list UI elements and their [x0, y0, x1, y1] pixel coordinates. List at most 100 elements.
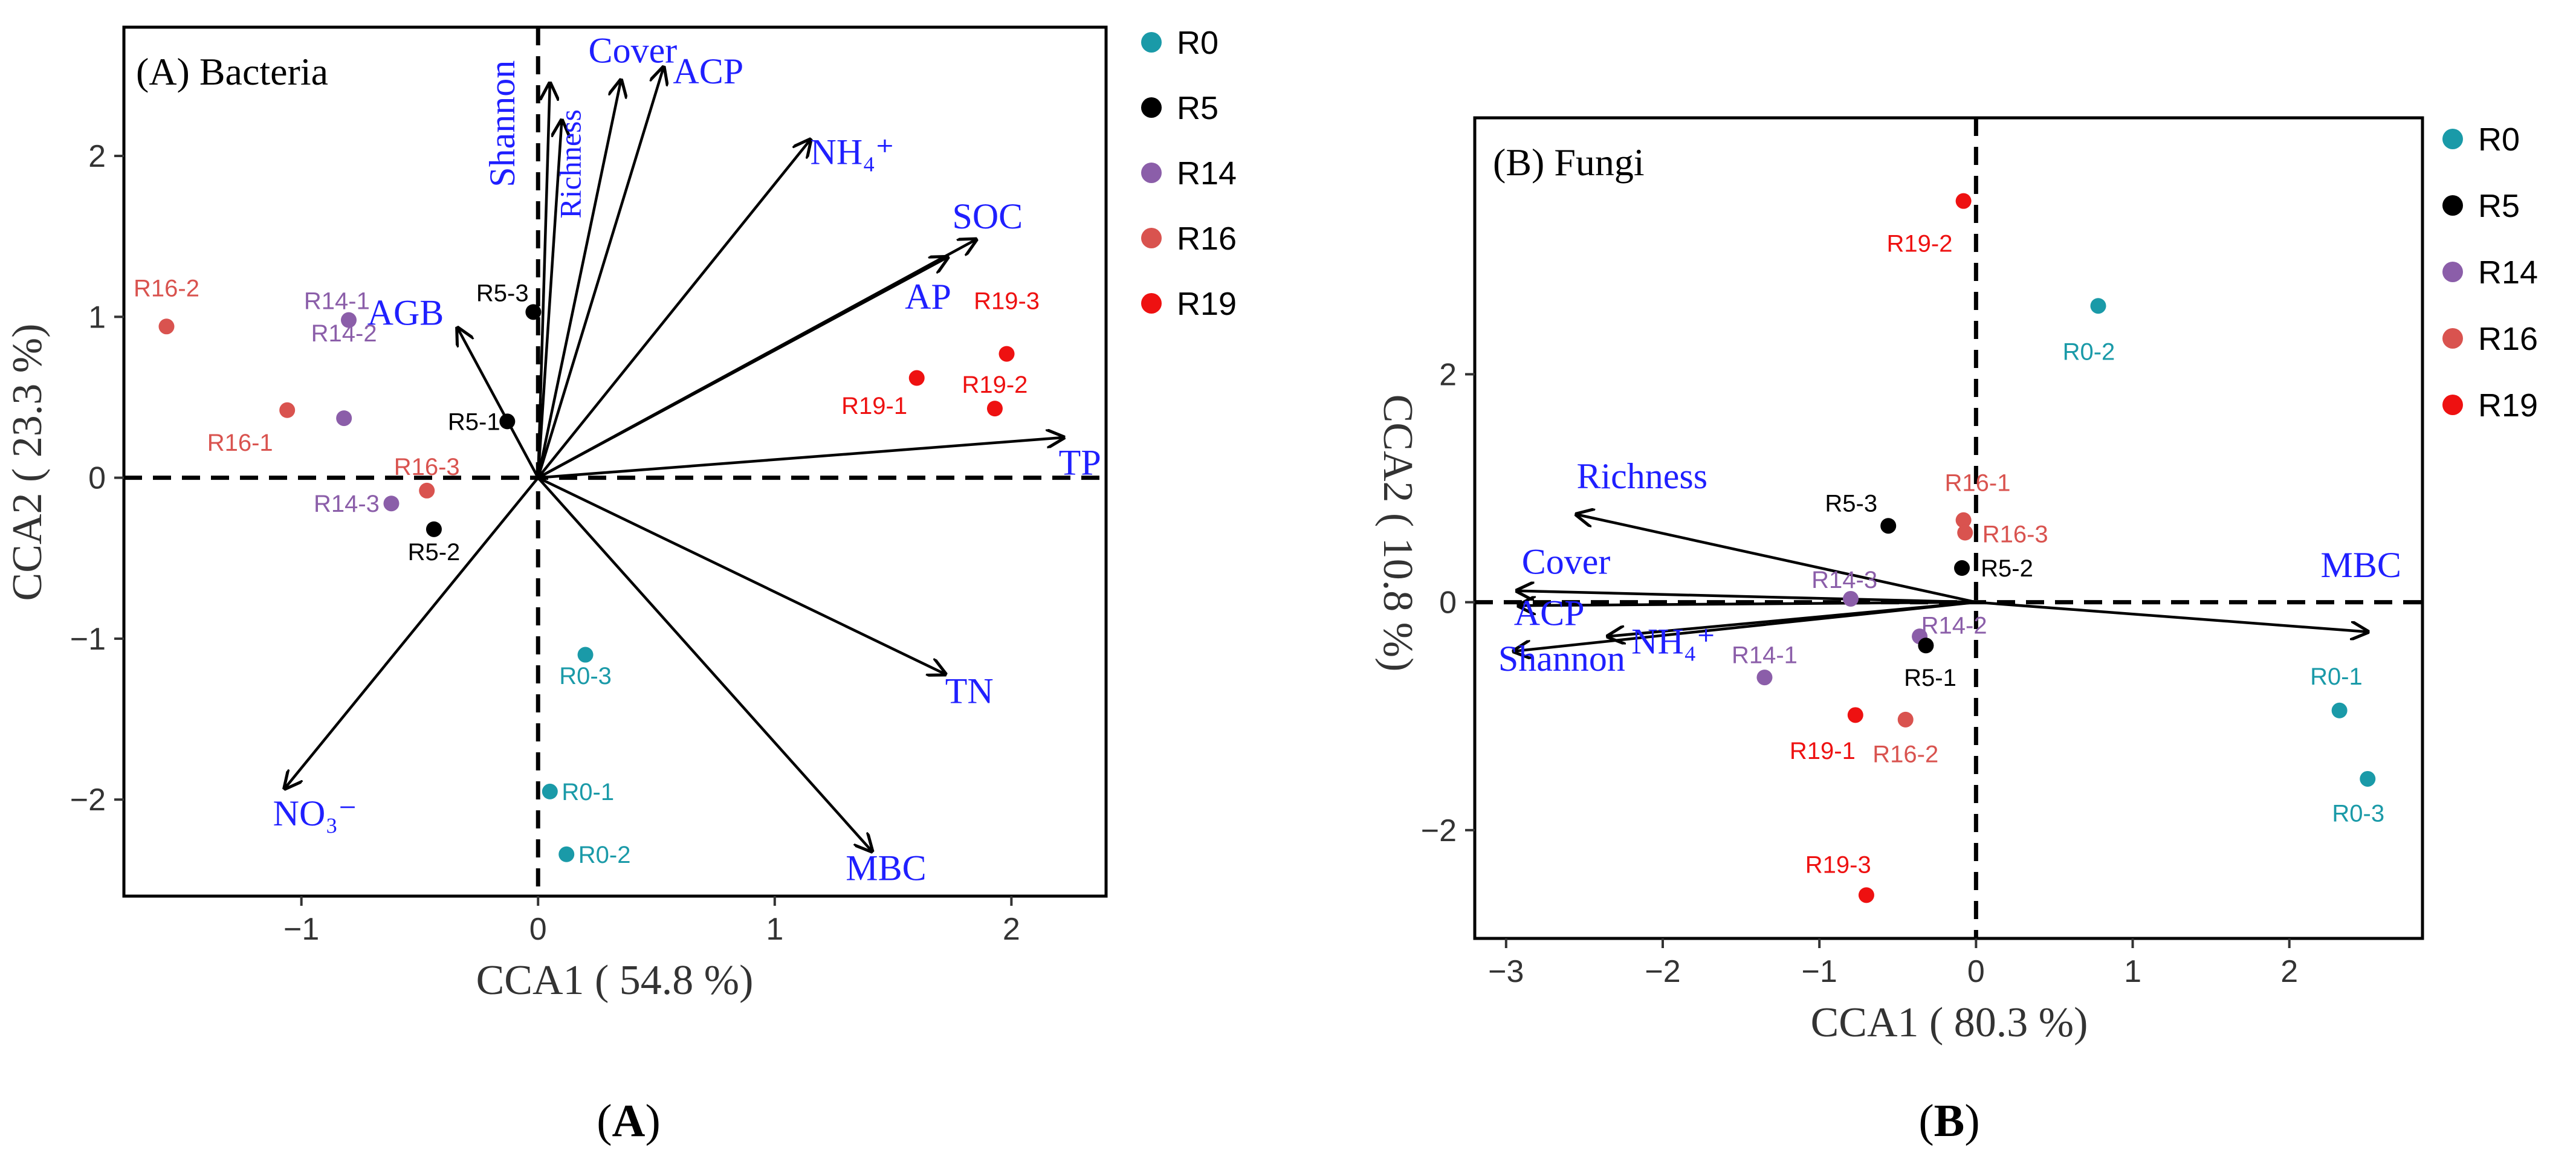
- sample-label: R16-1: [207, 430, 273, 456]
- env-vector-label: TP: [1059, 442, 1101, 482]
- x-tick-label: −2: [1645, 954, 1680, 989]
- legend-marker: [1141, 163, 1162, 183]
- env-vector-arrow: [285, 477, 539, 789]
- x-tick-label: 0: [529, 912, 547, 947]
- x-tick-label: 1: [2124, 954, 2141, 989]
- sample-marker: [1880, 518, 1897, 534]
- legend-item: R5: [2442, 188, 2520, 224]
- sample-marker: [336, 410, 352, 427]
- sample-label: R19-2: [962, 372, 1027, 398]
- sample-marker: [1843, 590, 1859, 607]
- env-vector-arrow: [1517, 591, 1976, 604]
- env-vector-arrow: [537, 68, 664, 479]
- sample-point: R14-1: [304, 288, 370, 328]
- sample-point: R16-1: [207, 402, 296, 456]
- panel-title: (B) Fungi: [1493, 141, 1645, 184]
- sample-marker: [525, 304, 542, 320]
- sample-point: R19-2: [962, 372, 1027, 417]
- sample-marker: [1897, 711, 1914, 728]
- env-vector: AGB: [367, 293, 540, 479]
- sample-point: R19-1: [841, 370, 925, 419]
- x-tick-label: 0: [1967, 954, 1985, 989]
- env-vector: MBC: [537, 477, 927, 888]
- sample-label: R14-1: [304, 288, 370, 315]
- env-vector-arrow: [537, 140, 810, 479]
- sample-label: R16-1: [1945, 470, 2011, 497]
- legend: R0 R5 R14 R16 R19: [1141, 25, 1237, 322]
- env-vector-arrow: [538, 437, 1063, 479]
- env-vector-arrow: [537, 257, 947, 479]
- sample-label: R5-2: [408, 539, 461, 566]
- sample-label: R0-1: [561, 779, 614, 805]
- x-tick-label: −1: [1802, 954, 1837, 989]
- legend-item: R16: [1141, 221, 1237, 257]
- sample-point: R19-3: [974, 288, 1040, 362]
- sample-marker: [1954, 560, 1970, 576]
- sample-point: R14-3: [314, 491, 400, 517]
- env-vector-label: NO₃⁻: [273, 793, 357, 833]
- sample-label: R5-2: [1981, 555, 2033, 582]
- env-vector-label: Cover: [589, 31, 678, 71]
- panel-caption: (B): [1918, 1096, 1979, 1146]
- sample-marker: [908, 370, 925, 386]
- sample-label: R19-1: [1790, 738, 1856, 764]
- env-vector: MBC: [1976, 545, 2401, 632]
- legend-marker: [1141, 97, 1162, 118]
- env-vector-arrow: [537, 477, 872, 851]
- sample-label: R5-3: [1825, 491, 1877, 517]
- sample-marker: [2360, 770, 2376, 787]
- sample-marker: [1955, 193, 1972, 209]
- env-vector-label: MBC: [2321, 545, 2401, 585]
- legend-marker: [1141, 293, 1162, 314]
- sample-point: R0-3: [559, 647, 612, 689]
- sample-point: R14-1: [1732, 642, 1798, 686]
- sample-point: R5-1: [1904, 637, 1956, 691]
- legend-item: R0: [2442, 121, 2520, 158]
- sample-point: R16-2: [1872, 711, 1938, 767]
- env-vector-label: SOC: [952, 196, 1023, 236]
- legend-label: R0: [2478, 121, 2520, 158]
- sample-label: R19-3: [974, 288, 1040, 315]
- sample-label: R19-1: [841, 393, 907, 419]
- y-tick-label: 2: [1439, 357, 1457, 392]
- y-tick-label: 1: [88, 300, 106, 335]
- sample-marker: [426, 521, 442, 537]
- env-vector: ACP: [1514, 593, 1976, 633]
- sample-label: R16-3: [1982, 521, 2048, 547]
- sample-point: R16-3: [1957, 521, 2048, 547]
- y-tick-label: −1: [70, 622, 106, 657]
- legend-label: R19: [2478, 387, 2538, 424]
- sample-point: R5-2: [408, 521, 461, 566]
- sample-point: R16-2: [134, 275, 199, 335]
- env-vector: NH₄⁺: [1608, 601, 1976, 661]
- env-vector-arrow: [1976, 601, 2367, 632]
- env-vector-arrow: [1576, 514, 1976, 604]
- sample-label: R0-3: [559, 663, 612, 689]
- env-vector-label: MBC: [846, 848, 926, 888]
- env-vector-label: NH₄⁺: [811, 132, 895, 172]
- sample-marker: [1955, 512, 1972, 528]
- env-vector-label: NH₄⁺: [1631, 621, 1715, 661]
- legend-label: R14: [2478, 254, 2538, 291]
- x-tick-label: −3: [1488, 954, 1524, 989]
- sample-label: R14-2: [1921, 612, 1987, 639]
- sample-label: R16-3: [394, 454, 460, 480]
- env-vector-arrow: [1519, 602, 1976, 606]
- legend-item: R19: [2442, 387, 2538, 424]
- y-tick-label: −2: [1421, 813, 1457, 848]
- sample-label: R5-1: [1904, 665, 1956, 691]
- y-axis-title: CCA2 ( 10.8 %): [1374, 395, 1421, 672]
- sample-marker: [158, 318, 175, 335]
- env-vector-arrow: [536, 83, 550, 478]
- legend-marker: [1141, 32, 1162, 53]
- sample-label: R14-1: [1732, 642, 1798, 668]
- env-vector-label: Shannon: [1498, 639, 1625, 679]
- sample-marker: [998, 346, 1015, 362]
- env-vector-arrow: [536, 120, 561, 478]
- env-vector-arrow: [458, 328, 540, 479]
- sample-marker: [1918, 637, 1934, 654]
- env-vector: NH₄⁺: [537, 132, 895, 479]
- plot-frame: [122, 25, 1108, 898]
